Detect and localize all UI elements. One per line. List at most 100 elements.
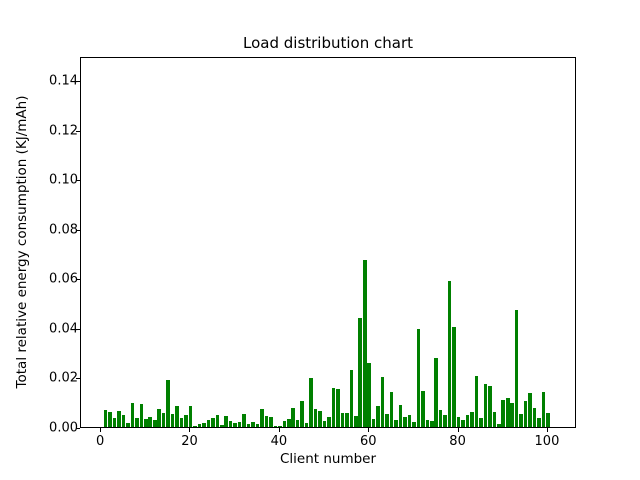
y-tick-label: 0.02 xyxy=(49,370,78,386)
bar-client-68 xyxy=(403,417,407,427)
bar-client-1 xyxy=(103,409,108,427)
bar-client-58 xyxy=(358,317,363,427)
bar-client-35 xyxy=(255,424,260,427)
bar-client-47 xyxy=(309,378,313,427)
bar-client-63 xyxy=(380,376,385,427)
bar-client-87 xyxy=(488,386,492,427)
bar-client-11 xyxy=(148,417,153,427)
bar-client-84 xyxy=(474,375,479,427)
bar-client-28 xyxy=(224,416,228,427)
bar-client-3 xyxy=(112,418,117,427)
bar-client-25 xyxy=(211,417,215,427)
bar-client-65 xyxy=(389,392,394,427)
y-tick-label: 0.06 xyxy=(49,271,78,287)
bar-client-97 xyxy=(532,407,537,427)
y-tick-label: 0.14 xyxy=(49,73,78,89)
bar-client-6 xyxy=(126,423,130,427)
bar-client-54 xyxy=(340,412,345,427)
x-tick-mark xyxy=(457,428,459,432)
bar-client-56 xyxy=(349,369,354,427)
bar-client-69 xyxy=(407,415,412,427)
bar-client-73 xyxy=(425,419,430,427)
y-tick-mark xyxy=(76,328,80,330)
bar-client-55 xyxy=(345,412,349,427)
x-tick-mark xyxy=(368,428,370,432)
bar-client-70 xyxy=(412,422,416,427)
x-tick-label: 0 xyxy=(95,434,105,449)
plot-area xyxy=(80,57,576,428)
bar-client-90 xyxy=(501,400,506,427)
bar-client-5 xyxy=(121,415,126,427)
bar-client-94 xyxy=(519,413,523,427)
bar-client-33 xyxy=(246,424,251,427)
y-tick-mark xyxy=(76,130,80,132)
y-axis-label: Total relative energy consumption (KJ/mA… xyxy=(14,95,30,389)
x-tick-mark xyxy=(100,428,102,432)
bar-client-66 xyxy=(394,419,398,427)
bar-client-95 xyxy=(523,400,528,427)
bar-client-26 xyxy=(215,414,220,427)
bar-client-53 xyxy=(336,389,340,427)
y-tick-label: 0.12 xyxy=(49,123,78,139)
bar-client-67 xyxy=(398,404,403,427)
bar-client-34 xyxy=(251,421,255,427)
bar-client-40 xyxy=(278,425,282,427)
x-axis-label: Client number xyxy=(279,451,377,467)
bar-client-96 xyxy=(528,393,532,427)
bar-client-49 xyxy=(318,410,322,427)
bar-client-4 xyxy=(117,411,121,427)
bar-client-71 xyxy=(416,328,421,427)
bar-client-17 xyxy=(175,405,179,427)
bar-client-46 xyxy=(304,423,309,427)
bar-client-38 xyxy=(269,416,273,427)
bar-client-75 xyxy=(434,358,439,427)
bar-client-22 xyxy=(197,423,202,427)
y-tick-mark xyxy=(76,180,80,182)
y-tick-label: 0.10 xyxy=(49,172,78,188)
bar-client-14 xyxy=(161,413,166,427)
bar-client-7 xyxy=(130,403,135,427)
bar-client-36 xyxy=(260,408,264,427)
bar-client-76 xyxy=(438,409,443,427)
bar-client-37 xyxy=(264,415,269,427)
bar-client-13 xyxy=(157,408,161,427)
y-tick-label: 0.08 xyxy=(49,222,78,238)
bar-client-39 xyxy=(273,426,278,427)
bar-client-50 xyxy=(322,420,327,427)
bar-client-99 xyxy=(541,391,546,427)
bar-client-19 xyxy=(184,414,188,427)
bar-client-23 xyxy=(202,423,206,427)
bar-client-60 xyxy=(367,362,371,427)
bar-client-9 xyxy=(139,404,144,427)
bar-client-100 xyxy=(546,412,550,427)
bar-client-21 xyxy=(193,425,197,427)
bar-client-88 xyxy=(492,412,497,427)
bar-client-15 xyxy=(166,379,170,427)
bar-client-12 xyxy=(152,419,157,427)
bar-client-77 xyxy=(443,414,447,427)
x-tick-label: 20 xyxy=(181,434,198,449)
bar-client-24 xyxy=(206,420,211,427)
bar-client-16 xyxy=(170,413,175,427)
x-tick-mark xyxy=(189,428,191,432)
bar-client-78 xyxy=(447,281,452,427)
bar-client-43 xyxy=(291,407,296,427)
x-tick-label: 100 xyxy=(534,434,560,449)
y-tick-label: 0.00 xyxy=(49,420,78,436)
bar-client-27 xyxy=(219,425,224,427)
bar-client-72 xyxy=(421,390,425,427)
chart-title: Load distribution chart xyxy=(243,34,413,52)
x-tick-mark xyxy=(546,428,548,432)
bar-client-57 xyxy=(354,415,358,427)
bar-client-51 xyxy=(327,417,331,427)
bar-client-61 xyxy=(371,419,376,427)
bar-client-62 xyxy=(376,405,380,427)
bar-client-42 xyxy=(287,419,291,427)
bar-client-74 xyxy=(429,421,434,427)
bar-client-91 xyxy=(505,398,510,427)
bar-client-85 xyxy=(479,418,483,427)
bar-client-31 xyxy=(237,421,242,427)
bar-client-44 xyxy=(295,419,300,427)
y-tick-mark xyxy=(76,81,80,83)
bar-client-86 xyxy=(483,383,488,427)
